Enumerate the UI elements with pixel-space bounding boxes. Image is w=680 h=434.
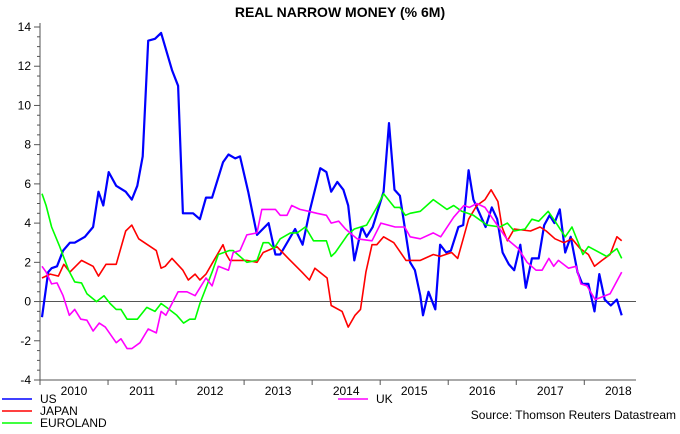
series-line-japan — [41, 189, 623, 328]
y-tick-label: -2 — [20, 334, 31, 348]
legend-label-uk: UK — [376, 392, 393, 406]
axes: -4 -2 0 2 4 6 8 10 12 14 2010 2011 2012 2013 2014 2015 2… — [18, 20, 636, 398]
series-line-uk — [41, 202, 623, 350]
y-tick-label: 8 — [24, 138, 31, 152]
series-lines — [40, 31, 623, 350]
chart-title: REAL NARROW MONEY (% 6M) — [235, 4, 445, 20]
source-note: Source: Thomson Reuters Datastream — [471, 408, 676, 422]
series-line-euroland — [41, 192, 623, 324]
series-line-us — [40, 31, 623, 318]
x-tick-label: 2014 — [333, 384, 360, 398]
y-tick-label: 2 — [24, 255, 31, 269]
x-tick-label: 2011 — [129, 384, 155, 398]
y-tick-label: 6 — [24, 177, 31, 191]
y-tick-label: 4 — [24, 216, 31, 230]
y-tick-label: 12 — [18, 59, 32, 73]
x-tick-label: 2010 — [61, 384, 88, 398]
x-tick-label: 2016 — [469, 384, 496, 398]
x-tick-label: 2017 — [537, 384, 564, 398]
x-tick-label: 2018 — [605, 384, 632, 398]
legend-label-us: US — [40, 392, 57, 406]
y-tick-label: 0 — [24, 295, 31, 309]
y-tick-label: -4 — [20, 373, 31, 387]
y-tick-label: 10 — [18, 98, 32, 112]
x-tick-label: 2012 — [197, 384, 224, 398]
x-tick-label: 2015 — [401, 384, 428, 398]
legend-label-japan: JAPAN — [40, 404, 78, 418]
x-tick-label: 2013 — [265, 384, 292, 398]
y-tick-label: 14 — [18, 20, 32, 34]
legend-label-euroland: EUROLAND — [40, 416, 107, 430]
